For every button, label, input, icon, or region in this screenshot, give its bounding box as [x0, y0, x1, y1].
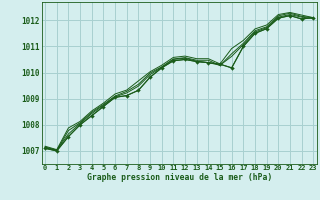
X-axis label: Graphe pression niveau de la mer (hPa): Graphe pression niveau de la mer (hPa): [87, 173, 272, 182]
